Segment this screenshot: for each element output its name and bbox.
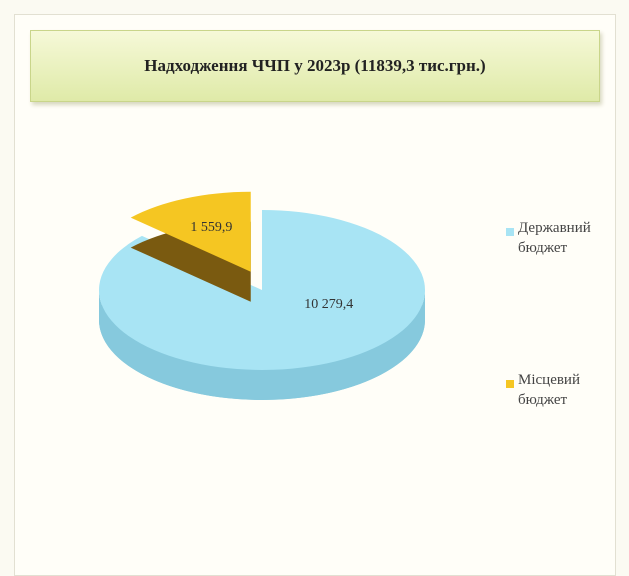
data-label: 10 279,4 — [304, 297, 353, 312]
legend-swatch — [506, 228, 514, 236]
pie-side — [99, 290, 425, 400]
chart-title: Надходження ЧЧП у 2023р (11839,3 тис.грн… — [30, 30, 600, 102]
legend-swatch — [506, 380, 514, 388]
data-label: 1 559,9 — [190, 220, 232, 235]
pie-slice — [98, 210, 425, 370]
pie-slice — [130, 191, 251, 272]
legend-label: Державний бюджет — [518, 220, 591, 256]
legend-label: Місцевий бюджет — [518, 372, 580, 408]
